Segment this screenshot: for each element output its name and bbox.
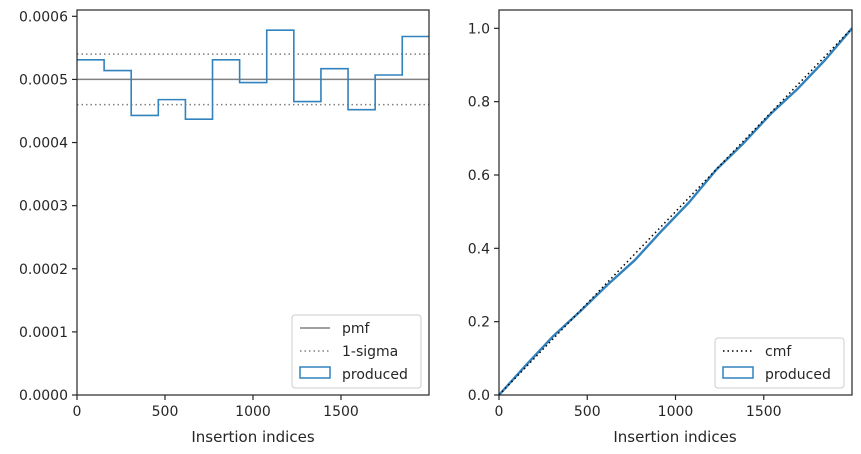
right-x-tick-label: 0 — [495, 404, 504, 420]
left-y-tick-label: 0.0000 — [19, 388, 68, 404]
right-x-tick-label: 500 — [574, 404, 601, 420]
left-tick-marks: 0 500 1000 1500 0.0000 0.0001 0.0002 0.0003 0.00… — [19, 9, 359, 420]
left-x-tick-label: 0 — [73, 404, 82, 420]
right-x-axis-label: Insertion indices — [613, 428, 736, 446]
left-y-tick-label: 0.0003 — [19, 199, 68, 215]
left-x-axis-label: Insertion indices — [191, 428, 314, 446]
produced-cumulative-line — [498, 27, 853, 396]
legend-produced-swatch-right — [722, 366, 754, 379]
left-legend: pmf 1-sigma produced — [291, 314, 422, 389]
left-y-tick-label: 0.0004 — [19, 136, 68, 152]
left-y-tick-label: 0.0001 — [19, 325, 68, 341]
legend-pmf-label: pmf — [342, 321, 371, 337]
pmf-histogram-panel: 0 500 1000 1500 0.0000 0.0001 0.0002 0.0003 0.00… — [19, 9, 430, 446]
right-y-tick-label: 0.0 — [468, 388, 490, 404]
right-y-tick-label: 0.8 — [468, 95, 490, 111]
right-y-tick-label: 0.6 — [468, 168, 490, 184]
right-y-tick-label: 1.0 — [468, 21, 490, 37]
right-x-tick-label: 1500 — [746, 404, 782, 420]
legend-produced-label: produced — [342, 367, 408, 383]
legend-produced-swatch — [299, 366, 331, 379]
cmf-panel: 0 500 1000 1500 0.0 0.2 0.4 0.6 0.8 1.0 Insertion… — [468, 9, 853, 446]
left-y-tick-label: 0.0005 — [19, 72, 68, 88]
cmf-line — [498, 27, 853, 396]
right-tick-marks: 0 500 1000 1500 0.0 0.2 0.4 0.6 0.8 1.0 — [468, 21, 782, 420]
legend-sigma-label: 1-sigma — [342, 344, 398, 360]
produced-step-line — [77, 29, 429, 120]
legend-cmf-label: cmf — [765, 344, 792, 360]
right-legend: cmf produced — [714, 337, 845, 389]
left-x-tick-label: 1500 — [323, 404, 359, 420]
left-plot-area — [77, 29, 429, 120]
left-legend-box — [291, 314, 422, 389]
right-legend-box — [714, 337, 845, 389]
left-y-tick-label: 0.0006 — [19, 9, 68, 25]
left-x-tick-label: 500 — [152, 404, 179, 420]
right-x-tick-label: 1000 — [658, 404, 694, 420]
left-x-tick-label: 1000 — [235, 404, 271, 420]
right-plot-area — [498, 27, 853, 396]
left-y-tick-label: 0.0002 — [19, 262, 68, 278]
right-y-tick-label: 0.4 — [468, 241, 490, 257]
legend-produced-label-right: produced — [765, 367, 831, 383]
right-y-tick-label: 0.2 — [468, 315, 490, 331]
